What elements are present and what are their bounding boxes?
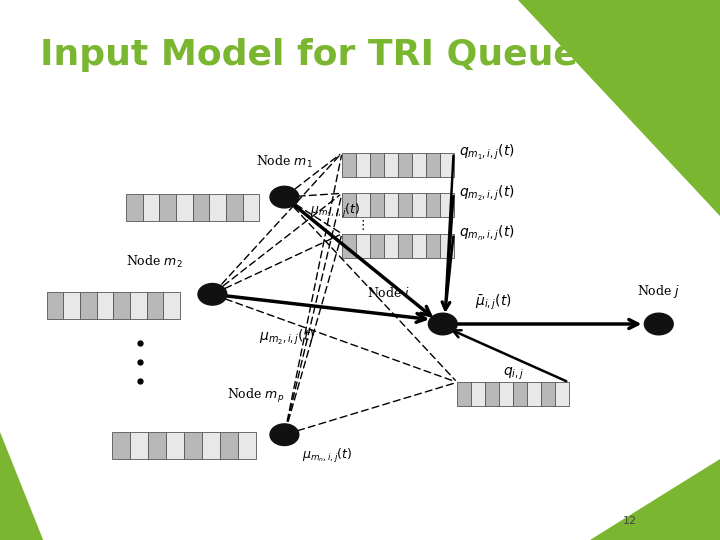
Bar	[63, 292, 80, 319]
Text: Node $i$: Node $i$	[367, 286, 410, 300]
Bar	[412, 152, 426, 177]
Bar	[80, 292, 96, 319]
Text: Node $m_1$: Node $m_1$	[256, 154, 312, 170]
Bar	[202, 432, 220, 459]
Bar	[356, 233, 370, 258]
Bar	[370, 152, 384, 177]
Bar	[143, 194, 159, 221]
Text: $\mu_{m_n,i,j}(t)$: $\mu_{m_n,i,j}(t)$	[302, 447, 353, 465]
Bar	[499, 382, 513, 406]
Circle shape	[198, 284, 227, 305]
Bar	[130, 292, 147, 319]
Bar	[555, 382, 569, 406]
Bar	[356, 152, 370, 177]
Text: $\vdots$: $\vdots$	[356, 218, 364, 232]
Bar	[384, 193, 397, 217]
Bar	[114, 292, 130, 319]
Circle shape	[270, 186, 299, 208]
Bar	[166, 432, 184, 459]
Text: $\mu_{m_1,i,j}(t)$: $\mu_{m_1,i,j}(t)$	[310, 201, 360, 220]
Circle shape	[428, 313, 457, 335]
Circle shape	[270, 424, 299, 446]
Bar	[471, 382, 485, 406]
Bar	[370, 193, 384, 217]
Bar	[356, 193, 370, 217]
Bar	[226, 194, 243, 221]
Bar	[159, 194, 176, 221]
Circle shape	[644, 313, 673, 335]
Bar	[112, 432, 130, 459]
Bar	[47, 292, 63, 319]
Bar	[527, 382, 541, 406]
Bar	[485, 382, 499, 406]
Text: $\mu_{m_2,i,j}(t)$: $\mu_{m_2,i,j}(t)$	[259, 328, 315, 347]
Text: Node $m_p$: Node $m_p$	[227, 387, 284, 405]
Text: $q_{m_1,i,j}(t)$: $q_{m_1,i,j}(t)$	[459, 143, 515, 162]
Bar	[220, 432, 238, 459]
Bar	[210, 194, 226, 221]
Text: $q_{i,j}$: $q_{i,j}$	[503, 366, 523, 382]
Bar	[440, 152, 454, 177]
Bar	[130, 432, 148, 459]
Text: Node $j$: Node $j$	[637, 283, 680, 300]
Bar	[243, 194, 259, 221]
Bar	[342, 152, 356, 177]
Bar	[397, 233, 412, 258]
Text: 12: 12	[623, 516, 637, 526]
Bar	[440, 193, 454, 217]
Bar	[384, 152, 397, 177]
Bar	[370, 233, 384, 258]
Text: $q_{m_2,i,j}(t)$: $q_{m_2,i,j}(t)$	[459, 184, 515, 203]
Bar	[513, 382, 527, 406]
Polygon shape	[446, 0, 720, 216]
Bar	[163, 292, 180, 319]
Bar	[384, 233, 397, 258]
Bar	[457, 382, 471, 406]
Bar	[342, 233, 356, 258]
Bar	[426, 152, 440, 177]
Bar	[541, 382, 555, 406]
Polygon shape	[0, 432, 43, 540]
Bar	[397, 152, 412, 177]
Bar	[147, 292, 163, 319]
Text: $q_{m_n,i,j}(t)$: $q_{m_n,i,j}(t)$	[459, 224, 515, 244]
Bar	[412, 193, 426, 217]
Text: Input Model for TRI Queue: Input Model for TRI Queue	[40, 38, 577, 72]
Text: $\bar{\mu}_{i,j}(t)$: $\bar{\mu}_{i,j}(t)$	[475, 293, 512, 312]
Bar	[176, 194, 192, 221]
Bar	[184, 432, 202, 459]
Bar	[412, 233, 426, 258]
Bar	[426, 233, 440, 258]
Bar	[148, 432, 166, 459]
Bar	[96, 292, 114, 319]
Polygon shape	[518, 0, 720, 216]
Polygon shape	[590, 459, 720, 540]
Bar	[342, 193, 356, 217]
Bar	[126, 194, 143, 221]
Bar	[192, 194, 210, 221]
Text: Node $m_2$: Node $m_2$	[127, 254, 183, 270]
Bar	[238, 432, 256, 459]
Bar	[426, 193, 440, 217]
Bar	[397, 193, 412, 217]
Bar	[440, 233, 454, 258]
